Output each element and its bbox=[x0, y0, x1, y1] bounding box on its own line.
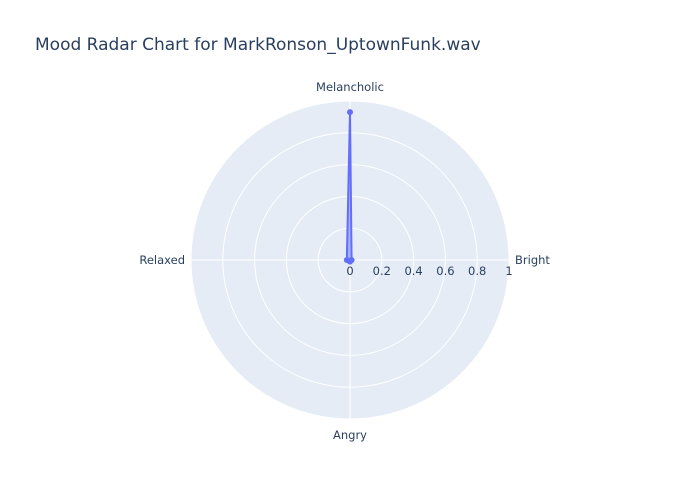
data-point-angry bbox=[347, 258, 353, 265]
radial-tick-label: 0.4 bbox=[404, 264, 422, 278]
radial-tick-label: 0.6 bbox=[436, 264, 454, 278]
radial-tick-label: 0.2 bbox=[373, 264, 391, 278]
category-label-bright: Bright bbox=[515, 253, 550, 267]
category-label-relaxed: Relaxed bbox=[139, 253, 185, 267]
radial-tick-label: 1 bbox=[505, 264, 512, 278]
category-label-angry: Angry bbox=[333, 428, 367, 442]
category-label-melancholic: Melancholic bbox=[316, 80, 384, 94]
radial-tick-label: 0 bbox=[346, 264, 353, 278]
data-point-melancholic bbox=[347, 109, 353, 116]
radial-tick-label: 0.8 bbox=[468, 264, 486, 278]
chart-title: Mood Radar Chart for MarkRonson_UptownFu… bbox=[35, 35, 481, 55]
